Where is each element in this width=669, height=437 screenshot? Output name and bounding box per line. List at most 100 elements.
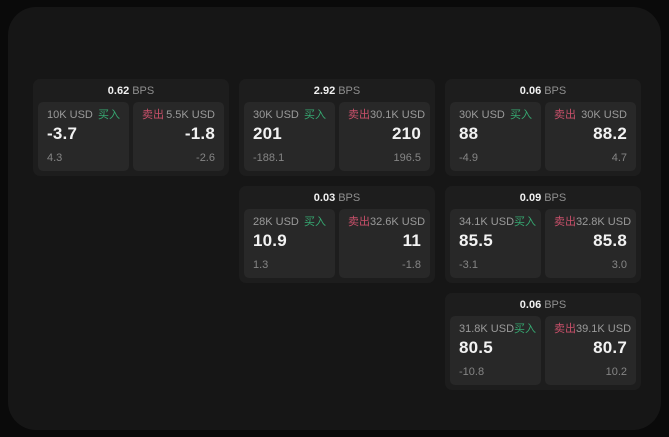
sell-quote-cell[interactable]: 卖出 39.1K USD 80.7 10.2 bbox=[545, 316, 636, 385]
buy-delta: -10.8 bbox=[459, 366, 485, 378]
buy-cell-header: 31.8K USD 买入 bbox=[459, 323, 536, 336]
buy-delta: -4.9 bbox=[459, 152, 478, 164]
buy-cell-header: 28K USD 买入 bbox=[253, 216, 326, 229]
sell-side-label: 卖出 bbox=[554, 323, 576, 335]
sell-amount: 5.5K USD bbox=[166, 109, 215, 121]
sell-amount: 32.6K USD bbox=[370, 216, 426, 228]
sell-price: -1.8 bbox=[184, 124, 215, 143]
sell-quote-cell[interactable]: 卖出 30K USD 88.2 4.7 bbox=[545, 102, 636, 171]
buy-delta: 1.3 bbox=[253, 259, 269, 271]
buy-price: 10.9 bbox=[253, 231, 287, 250]
sell-cell-header: 卖出 39.1K USD bbox=[554, 323, 631, 336]
sell-amount: 30K USD bbox=[581, 109, 627, 121]
card-body: 30K USD 买入 88 -4.9 卖出 30K USD 88.2 4.7 bbox=[445, 102, 641, 176]
buy-cell-header: 10K USD 买入 bbox=[47, 109, 120, 122]
card-header: 0.06 BPS bbox=[445, 79, 641, 102]
card-body: 10K USD 买入 -3.7 4.3 卖出 5.5K USD -1.8 -2.… bbox=[33, 102, 229, 176]
buy-cell-header: 30K USD 买入 bbox=[459, 109, 532, 122]
bps-value: 0.09 bbox=[519, 191, 542, 204]
card-header: 0.06 BPS bbox=[445, 293, 641, 316]
buy-delta: 4.3 bbox=[47, 152, 63, 164]
buy-price: 85.5 bbox=[459, 231, 493, 250]
sell-quote-cell[interactable]: 卖出 30.1K USD 210 196.5 bbox=[339, 102, 430, 171]
buy-amount: 31.8K USD bbox=[459, 323, 515, 335]
sell-cell-header: 卖出 5.5K USD bbox=[142, 109, 215, 122]
quote-card[interactable]: 2.92 BPS 30K USD 买入 201 -188.1 卖出 30.1K … bbox=[239, 79, 435, 176]
quote-card[interactable]: 0.03 BPS 28K USD 买入 10.9 1.3 卖出 32.6K US… bbox=[239, 186, 435, 283]
buy-cell-header: 34.1K USD 买入 bbox=[459, 216, 536, 229]
buy-quote-cell[interactable]: 34.1K USD 买入 85.5 -3.1 bbox=[450, 209, 541, 278]
card-body: 28K USD 买入 10.9 1.3 卖出 32.6K USD 11 -1.8 bbox=[239, 209, 435, 283]
sell-quote-cell[interactable]: 卖出 5.5K USD -1.8 -2.6 bbox=[133, 102, 224, 171]
buy-amount: 30K USD bbox=[253, 109, 299, 121]
bps-unit-label: BPS bbox=[338, 191, 361, 204]
sell-quote-cell[interactable]: 卖出 32.6K USD 11 -1.8 bbox=[339, 209, 430, 278]
sell-amount: 32.8K USD bbox=[576, 216, 632, 228]
bps-unit-label: BPS bbox=[544, 84, 567, 97]
buy-quote-cell[interactable]: 28K USD 买入 10.9 1.3 bbox=[244, 209, 335, 278]
quote-card[interactable]: 0.06 BPS 31.8K USD 买入 80.5 -10.8 卖出 39.1… bbox=[445, 293, 641, 390]
bps-value: 0.62 bbox=[107, 84, 130, 97]
sell-price: 85.8 bbox=[593, 231, 627, 250]
bps-unit-label: BPS bbox=[132, 84, 155, 97]
sell-delta: 196.5 bbox=[393, 152, 421, 164]
buy-quote-cell[interactable]: 31.8K USD 买入 80.5 -10.8 bbox=[450, 316, 541, 385]
sell-cell-header: 卖出 32.6K USD bbox=[348, 216, 425, 229]
sell-side-label: 卖出 bbox=[348, 216, 370, 228]
buy-price: 88 bbox=[459, 124, 479, 143]
buy-side-label: 买入 bbox=[510, 109, 532, 121]
bps-value: 2.92 bbox=[313, 84, 336, 97]
quote-card[interactable]: 0.62 BPS 10K USD 买入 -3.7 4.3 卖出 5.5K USD… bbox=[33, 79, 229, 176]
sell-amount: 30.1K USD bbox=[370, 109, 426, 121]
buy-side-label: 买入 bbox=[304, 216, 326, 228]
quote-grid: 0.62 BPS 10K USD 买入 -3.7 4.3 卖出 5.5K USD… bbox=[33, 79, 641, 390]
sell-price: 210 bbox=[392, 124, 421, 143]
buy-delta: -188.1 bbox=[253, 152, 285, 164]
buy-amount: 28K USD bbox=[253, 216, 299, 228]
buy-amount: 30K USD bbox=[459, 109, 505, 121]
sell-side-label: 卖出 bbox=[142, 109, 164, 121]
bps-unit-label: BPS bbox=[544, 298, 567, 311]
card-header: 2.92 BPS bbox=[239, 79, 435, 102]
sell-side-label: 卖出 bbox=[554, 109, 576, 121]
buy-side-label: 买入 bbox=[304, 109, 326, 121]
sell-side-label: 卖出 bbox=[348, 109, 370, 121]
buy-side-label: 买入 bbox=[514, 323, 537, 335]
buy-price: 80.5 bbox=[459, 338, 493, 357]
buy-amount: 34.1K USD bbox=[459, 216, 515, 228]
card-body: 34.1K USD 买入 85.5 -3.1 卖出 32.8K USD 85.8… bbox=[445, 209, 641, 283]
buy-side-label: 买入 bbox=[514, 216, 537, 228]
quotes-panel: 0.62 BPS 10K USD 买入 -3.7 4.3 卖出 5.5K USD… bbox=[8, 7, 661, 430]
quote-card[interactable]: 0.06 BPS 30K USD 买入 88 -4.9 卖出 30K USD 8… bbox=[445, 79, 641, 176]
buy-price: 201 bbox=[253, 124, 282, 143]
buy-quote-cell[interactable]: 30K USD 买入 88 -4.9 bbox=[450, 102, 541, 171]
card-header: 0.03 BPS bbox=[239, 186, 435, 209]
sell-delta: -1.8 bbox=[402, 259, 421, 271]
sell-amount: 39.1K USD bbox=[576, 323, 632, 335]
card-body: 31.8K USD 买入 80.5 -10.8 卖出 39.1K USD 80.… bbox=[445, 316, 641, 390]
buy-price: -3.7 bbox=[47, 124, 78, 143]
bps-value: 0.06 bbox=[519, 298, 542, 311]
card-body: 30K USD 买入 201 -188.1 卖出 30.1K USD 210 1… bbox=[239, 102, 435, 176]
sell-cell-header: 卖出 30.1K USD bbox=[348, 109, 425, 122]
buy-side-label: 买入 bbox=[98, 109, 120, 121]
sell-quote-cell[interactable]: 卖出 32.8K USD 85.8 3.0 bbox=[545, 209, 636, 278]
buy-quote-cell[interactable]: 10K USD 买入 -3.7 4.3 bbox=[38, 102, 129, 171]
sell-price: 11 bbox=[402, 231, 421, 250]
card-header: 0.62 BPS bbox=[33, 79, 229, 102]
buy-quote-cell[interactable]: 30K USD 买入 201 -188.1 bbox=[244, 102, 335, 171]
sell-price: 80.7 bbox=[593, 338, 627, 357]
sell-cell-header: 卖出 32.8K USD bbox=[554, 216, 631, 229]
sell-price: 88.2 bbox=[593, 124, 627, 143]
sell-delta: 10.2 bbox=[605, 366, 627, 378]
buy-cell-header: 30K USD 买入 bbox=[253, 109, 326, 122]
bps-unit-label: BPS bbox=[338, 84, 361, 97]
buy-amount: 10K USD bbox=[47, 109, 93, 121]
card-header: 0.09 BPS bbox=[445, 186, 641, 209]
quote-card[interactable]: 0.09 BPS 34.1K USD 买入 85.5 -3.1 卖出 32.8K… bbox=[445, 186, 641, 283]
bps-value: 0.03 bbox=[313, 191, 336, 204]
sell-delta: 3.0 bbox=[611, 259, 627, 271]
bps-value: 0.06 bbox=[519, 84, 542, 97]
bps-unit-label: BPS bbox=[544, 191, 567, 204]
